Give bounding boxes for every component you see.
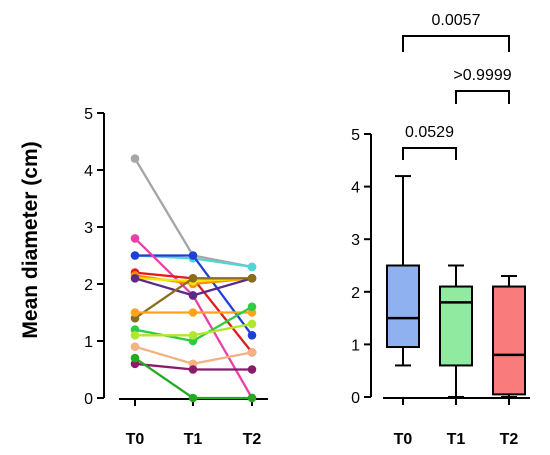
y-tick-label: 4: [351, 180, 360, 197]
data-point: [130, 274, 140, 283]
data-point: [188, 251, 198, 260]
data-point: [188, 291, 198, 300]
box-panel-boxes: [386, 175, 526, 398]
line-panel: Mean diameter (cm) 0 1 2 3 4 5 T0 T1 T2: [19, 106, 268, 448]
series-line: [130, 319, 257, 340]
y-tick-label: 0: [351, 390, 360, 407]
data-point: [188, 274, 198, 283]
series-line: [130, 251, 257, 340]
p-value-label: >0.9999: [453, 67, 511, 84]
data-point: [130, 308, 140, 317]
line-panel-series: [130, 154, 257, 403]
series-line: [130, 274, 257, 323]
x-tick-label: T0: [394, 431, 413, 448]
box-body: [386, 264, 420, 349]
data-point: [188, 308, 198, 317]
bracket-line: [455, 90, 510, 104]
p-value-label: 0.0057: [432, 12, 481, 29]
comparison-brackets: 0.0529 >0.9999 0.0057: [402, 12, 512, 160]
x-tick-label: T1: [447, 431, 466, 448]
box-body: [492, 285, 526, 396]
data-point: [247, 331, 257, 340]
y-tick-label: 3: [351, 232, 360, 249]
y-tick-label: 4: [84, 163, 93, 180]
box-body: [439, 285, 473, 367]
y-tick-label: 0: [84, 391, 93, 408]
data-point: [188, 331, 198, 340]
data-point: [130, 154, 140, 163]
y-tick-label: 3: [84, 220, 93, 237]
data-point: [130, 234, 140, 243]
line-panel-axes: 0 1 2 3 4 5 T0 T1 T2: [84, 106, 268, 448]
data-point: [247, 302, 257, 312]
series-line: [130, 353, 257, 403]
series-line: [130, 302, 257, 346]
x-tick-label: T2: [243, 431, 262, 448]
series-line: [130, 359, 257, 374]
y-tick-label: 5: [351, 127, 360, 144]
y-tick-label: 2: [84, 277, 93, 294]
data-point: [130, 251, 140, 260]
box-panel: 0 1 2 3 4 5 T0 T1 T2 0.0529 >0.9999 0.0057: [351, 12, 530, 448]
y-tick-label: 1: [351, 337, 360, 354]
series-path: [134, 158, 253, 269]
data-point: [188, 365, 198, 374]
box-t1: [439, 264, 473, 398]
data-point: [247, 319, 257, 329]
x-tick-label: T2: [500, 431, 519, 448]
comparison-bracket: 0.0529: [402, 124, 457, 160]
comparison-bracket: >0.9999: [453, 67, 512, 104]
x-tick-label: T0: [126, 431, 145, 448]
data-point: [247, 365, 257, 374]
y-tick-label: 2: [351, 285, 360, 302]
bracket-line: [402, 35, 510, 52]
y-axis-label: Mean diameter (cm): [19, 141, 42, 338]
data-point: [247, 348, 257, 357]
y-tick-label: 5: [84, 106, 93, 123]
data-point: [247, 262, 257, 272]
box-t0: [386, 175, 420, 367]
comparison-bracket: 0.0057: [402, 12, 510, 52]
x-tick-label: T1: [184, 431, 203, 448]
data-point: [130, 331, 140, 340]
data-point: [130, 353, 140, 363]
data-point: [247, 393, 257, 403]
y-tick-label: 1: [84, 334, 93, 351]
data-point: [188, 393, 198, 403]
p-value-label: 0.0529: [405, 124, 454, 141]
data-point: [130, 342, 140, 352]
data-point: [247, 274, 257, 283]
bracket-line: [402, 147, 457, 160]
box-t2: [492, 275, 526, 398]
